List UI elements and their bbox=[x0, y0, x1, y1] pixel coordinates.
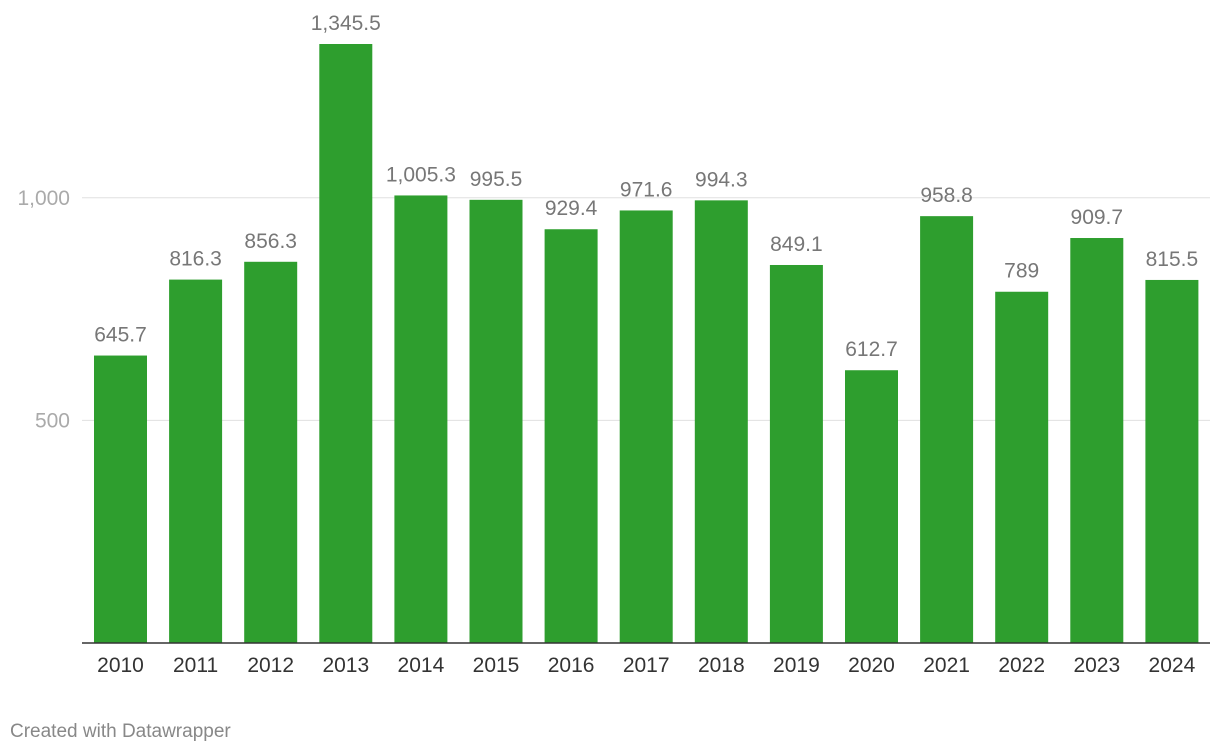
bar bbox=[920, 216, 974, 644]
bar bbox=[845, 370, 898, 643]
value-label: 971.6 bbox=[620, 178, 673, 201]
credit-footer: Created with Datawrapper bbox=[10, 721, 231, 742]
x-tick-label: 2012 bbox=[247, 654, 294, 677]
x-tick-label: 2017 bbox=[623, 654, 670, 677]
bars-layer bbox=[94, 44, 1199, 644]
bar bbox=[244, 261, 298, 643]
bar bbox=[469, 199, 523, 644]
x-tick-label: 2023 bbox=[1073, 654, 1120, 677]
value-label: 789 bbox=[1004, 260, 1039, 283]
value-label: 929.4 bbox=[545, 197, 598, 220]
value-label: 1,005.3 bbox=[386, 163, 456, 186]
value-label: 958.8 bbox=[920, 184, 973, 207]
x-tick-label: 2022 bbox=[998, 654, 1045, 677]
value-label: 645.7 bbox=[94, 324, 147, 347]
x-tick-label: 2011 bbox=[173, 654, 218, 677]
value-label: 815.5 bbox=[1146, 248, 1199, 271]
x-tick-label: 2021 bbox=[923, 654, 970, 677]
bar-chart: 500 1,000 645.7 816.3 856.3 1,345.5 1,005.3 99… bbox=[17, 12, 1210, 677]
bar bbox=[94, 355, 147, 643]
value-label: 849.1 bbox=[770, 233, 823, 256]
bar bbox=[319, 44, 373, 643]
bar bbox=[619, 210, 673, 643]
value-label: 994.3 bbox=[695, 168, 748, 191]
x-tick-label: 2018 bbox=[698, 654, 745, 677]
bar bbox=[1070, 238, 1124, 643]
value-label: 1,345.5 bbox=[311, 12, 381, 35]
x-tick-label: 2014 bbox=[398, 654, 445, 677]
value-label: 612.7 bbox=[845, 338, 898, 361]
value-label: 909.7 bbox=[1071, 206, 1124, 229]
value-labels-layer: 645.7 816.3 856.3 1,345.5 1,005.3 995.5 929.4 9… bbox=[94, 12, 1198, 361]
value-label: 856.3 bbox=[244, 230, 297, 253]
bar bbox=[1145, 279, 1199, 643]
bar bbox=[769, 264, 823, 643]
x-tick-label: 2015 bbox=[473, 654, 520, 677]
bar bbox=[544, 229, 598, 643]
x-tick-label: 2016 bbox=[548, 654, 595, 677]
value-label: 816.3 bbox=[169, 248, 222, 271]
y-tick-label: 1,000 bbox=[17, 187, 70, 210]
bar bbox=[394, 195, 448, 643]
bar bbox=[169, 279, 223, 643]
x-axis: 2010 2011 2012 2013 2014 2015 2016 2017 2018 2019… bbox=[82, 642, 1210, 677]
y-tick-label: 500 bbox=[35, 409, 70, 432]
bar bbox=[995, 291, 1049, 643]
bar bbox=[694, 200, 748, 643]
x-tick-label: 2013 bbox=[322, 654, 369, 677]
x-tick-label: 2010 bbox=[97, 654, 144, 677]
value-label: 995.5 bbox=[470, 168, 523, 191]
x-tick-label: 2024 bbox=[1149, 654, 1196, 677]
x-tick-label: 2019 bbox=[773, 654, 820, 677]
x-tick-label: 2020 bbox=[848, 654, 895, 677]
